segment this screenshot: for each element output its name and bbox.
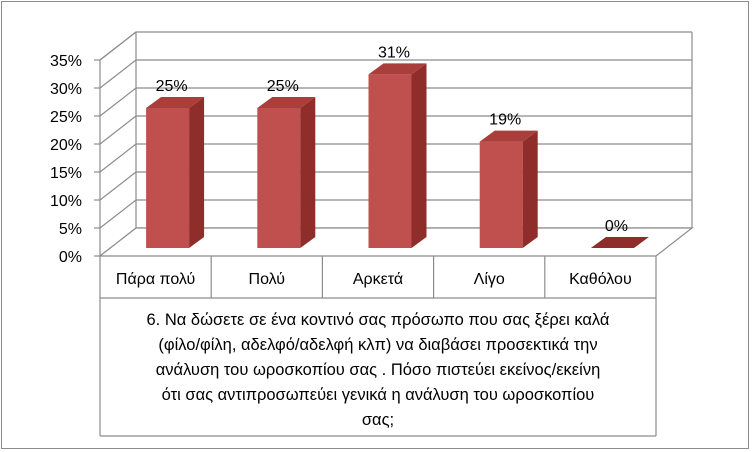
bar — [257, 97, 316, 248]
gridline — [99, 59, 692, 89]
data-label: 31% — [378, 44, 410, 61]
category-label: Αρκετά — [353, 271, 403, 288]
data-label: 0% — [605, 218, 628, 235]
gridline — [99, 87, 692, 117]
bar — [368, 63, 427, 249]
category-axis: Πάρα πολύ Πολύ Αρκετά Λίγο Καθόλου — [99, 256, 657, 437]
data-label: 19% — [489, 112, 521, 129]
bar-side — [189, 97, 205, 248]
y-tick-label: 30% — [50, 81, 82, 98]
y-tick-label: 0% — [59, 249, 82, 266]
bar-front — [479, 141, 523, 248]
bar-top — [368, 63, 427, 75]
category-label: Καθόλου — [569, 271, 632, 288]
gridline — [99, 31, 692, 61]
bar-top — [257, 97, 316, 108]
bar-front — [257, 108, 301, 248]
category-label: Πολύ — [249, 271, 286, 288]
y-axis-ticks: 0% 5% 10% 15% 20% 25% 30% 35% — [50, 53, 100, 266]
bar-top — [146, 97, 205, 108]
y-tick-label: 35% — [50, 53, 82, 70]
y-tick-label: 15% — [50, 165, 82, 182]
bar-side — [300, 97, 316, 248]
bar-top — [479, 130, 538, 142]
category-label: Πάρα πολύ — [116, 271, 195, 288]
data-label: 25% — [267, 78, 299, 95]
bar-side — [411, 63, 427, 249]
x-axis-title: 6. Να δώσετε σε ένα κοντινό σας πρόσωπο … — [146, 311, 610, 429]
data-label: 25% — [156, 78, 188, 95]
y-tick-label: 25% — [50, 109, 82, 126]
bar-front — [368, 74, 412, 249]
bar-side — [522, 130, 538, 248]
bar — [146, 97, 205, 248]
gridline — [99, 115, 692, 145]
y-tick-label: 5% — [59, 221, 82, 238]
bar-front — [146, 108, 190, 248]
y-tick-label: 10% — [50, 193, 82, 210]
chart-bars — [146, 63, 649, 249]
bar — [479, 130, 538, 248]
bar-top — [590, 237, 649, 248]
y-tick-label: 20% — [50, 137, 82, 154]
category-label: Λίγο — [474, 271, 505, 288]
data-labels: 25% 25% 31% 19% 0% — [156, 44, 628, 235]
bar — [590, 237, 649, 248]
